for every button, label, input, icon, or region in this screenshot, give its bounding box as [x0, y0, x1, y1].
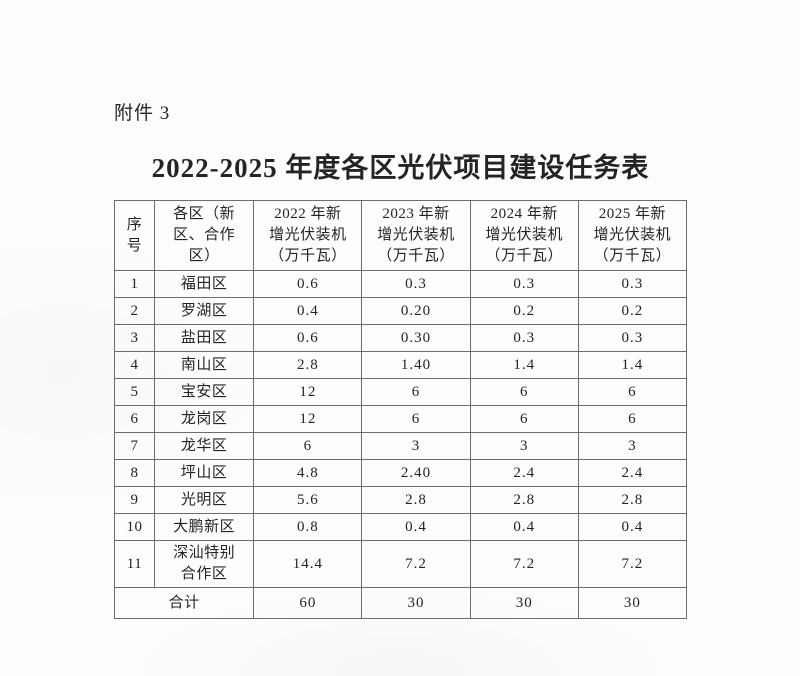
value-cell: 6: [469, 378, 579, 406]
district-cell: 龙岗区: [154, 405, 255, 433]
value-cell: 0.3: [577, 324, 688, 352]
value-cell: 6: [361, 405, 471, 433]
value-cell: 2.4: [577, 459, 688, 487]
value-cell: 2.8: [253, 351, 363, 379]
value-cell: 12: [253, 378, 363, 406]
row-number-cell: 5: [113, 378, 156, 406]
total-value-cell: 60: [253, 587, 363, 619]
value-cell: 0.2: [469, 297, 579, 325]
value-cell: 6: [361, 378, 471, 406]
value-cell: 0.4: [469, 513, 579, 541]
value-cell: 0.2: [577, 297, 688, 325]
value-cell: 3: [469, 432, 579, 460]
table-row: 2 罗湖区 0.4 0.20 0.2 0.2: [113, 297, 688, 325]
total-row: 合计 60 30 30 30: [113, 587, 688, 619]
value-cell: 14.4: [253, 540, 363, 588]
table-row: 7 龙华区 6 3 3 3: [113, 432, 688, 460]
value-cell: 5.6: [253, 486, 363, 514]
district-cell: 光明区: [154, 486, 255, 514]
row-number-cell: 11: [113, 540, 156, 588]
value-cell: 0.4: [361, 513, 471, 541]
value-cell: 0.3: [469, 270, 579, 298]
value-cell: 2.4: [469, 459, 579, 487]
table-row: 5 宝安区 12 6 6 6: [113, 378, 688, 406]
table-row: 9 光明区 5.6 2.8 2.8 2.8: [113, 486, 688, 514]
value-cell: 6: [253, 432, 363, 460]
district-cell: 深汕特别 合作区: [154, 540, 255, 588]
value-cell: 1.40: [361, 351, 471, 379]
header-cell-2023: 2023 年新 增光伏装机 （万千瓦）: [361, 200, 471, 271]
value-cell: 0.3: [469, 324, 579, 352]
total-value-cell: 30: [469, 587, 579, 619]
table-row: 6 龙岗区 12 6 6 6: [113, 405, 688, 433]
header-row: 序 号 各区（新 区、合作 区） 2022 年新 增光伏装机 （万千瓦） 202…: [113, 200, 688, 271]
value-cell: 0.6: [253, 324, 363, 352]
value-cell: 0.20: [361, 297, 471, 325]
attachment-label: 附件 3: [114, 103, 171, 124]
district-cell: 福田区: [154, 270, 255, 298]
row-number-cell: 8: [113, 459, 156, 487]
value-cell: 6: [577, 405, 688, 433]
row-number-cell: 7: [113, 432, 156, 460]
district-cell: 龙华区: [154, 432, 255, 460]
table-row: 4 南山区 2.8 1.40 1.4 1.4: [113, 351, 688, 379]
district-cell: 大鹏新区: [154, 513, 255, 541]
header-cell-2024: 2024 年新 增光伏装机 （万千瓦）: [469, 200, 579, 271]
table-row: 11 深汕特别 合作区 14.4 7.2 7.2 7.2: [113, 540, 688, 588]
row-number-cell: 9: [113, 486, 156, 514]
value-cell: 3: [361, 432, 471, 460]
row-number-cell: 2: [113, 297, 156, 325]
district-cell: 南山区: [154, 351, 255, 379]
row-number-cell: 3: [113, 324, 156, 352]
row-number-cell: 10: [113, 513, 156, 541]
row-number-cell: 6: [113, 405, 156, 433]
district-cell: 罗湖区: [154, 297, 255, 325]
value-cell: 0.4: [577, 513, 688, 541]
value-cell: 0.8: [253, 513, 363, 541]
value-cell: 1.4: [469, 351, 579, 379]
value-cell: 12: [253, 405, 363, 433]
header-cell-2025: 2025 年新 增光伏装机 （万千瓦）: [577, 200, 688, 271]
value-cell: 2.8: [361, 486, 471, 514]
table-row: 10 大鹏新区 0.8 0.4 0.4 0.4: [113, 513, 688, 541]
header-cell-2022: 2022 年新 增光伏装机 （万千瓦）: [253, 200, 363, 271]
value-cell: 0.3: [361, 270, 471, 298]
value-cell: 1.4: [577, 351, 688, 379]
value-cell: 7.2: [361, 540, 471, 588]
district-cell: 宝安区: [154, 378, 255, 406]
total-value-cell: 30: [577, 587, 688, 619]
value-cell: 7.2: [469, 540, 579, 588]
value-cell: 6: [469, 405, 579, 433]
value-cell: 0.3: [577, 270, 688, 298]
value-cell: 2.8: [577, 486, 688, 514]
header-cell-no: 序 号: [113, 200, 156, 271]
value-cell: 3: [577, 432, 688, 460]
value-cell: 0.30: [361, 324, 471, 352]
table-row: 8 坪山区 4.8 2.40 2.4 2.4: [113, 459, 688, 487]
table-row: 1 福田区 0.6 0.3 0.3 0.3: [113, 270, 688, 298]
table-row: 3 盐田区 0.6 0.30 0.3 0.3: [113, 324, 688, 352]
total-label-cell: 合计: [113, 587, 255, 619]
district-cell: 盐田区: [154, 324, 255, 352]
value-cell: 0.6: [253, 270, 363, 298]
value-cell: 2.40: [361, 459, 471, 487]
page-title: 2022-2025 年度各区光伏项目建设任务表: [151, 153, 650, 183]
row-number-cell: 1: [113, 270, 156, 298]
total-value-cell: 30: [361, 587, 471, 619]
pv-task-table: 序 号 各区（新 区、合作 区） 2022 年新 增光伏装机 （万千瓦） 202…: [113, 200, 688, 619]
value-cell: 0.4: [253, 297, 363, 325]
row-number-cell: 4: [113, 351, 156, 379]
header-cell-district: 各区（新 区、合作 区）: [154, 200, 255, 271]
value-cell: 7.2: [577, 540, 688, 588]
value-cell: 2.8: [469, 486, 579, 514]
value-cell: 6: [577, 378, 688, 406]
value-cell: 4.8: [253, 459, 363, 487]
district-cell: 坪山区: [154, 459, 255, 487]
